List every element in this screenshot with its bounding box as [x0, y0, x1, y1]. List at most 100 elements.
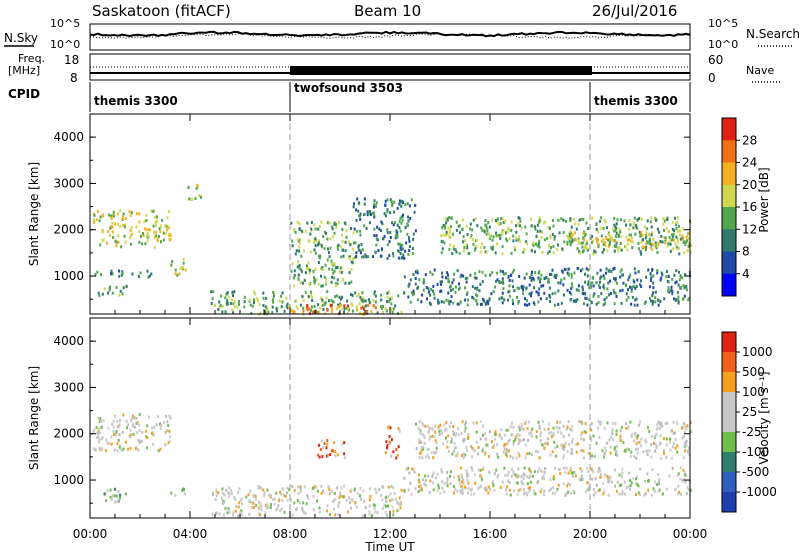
power-cell	[328, 255, 331, 259]
velocity-cell	[223, 493, 226, 497]
power-cell	[280, 294, 283, 298]
velocity-cell	[98, 431, 101, 435]
velocity-cell	[303, 485, 306, 489]
velocity-cell	[255, 503, 258, 507]
power-cell	[538, 245, 541, 249]
power-cell	[278, 299, 281, 303]
power-cell	[628, 233, 631, 237]
power-cell	[388, 300, 391, 303]
power-cell	[440, 300, 443, 304]
velocity-cell	[562, 482, 565, 486]
power-cell	[226, 291, 229, 295]
velocity-cell	[516, 492, 519, 496]
power-cell	[528, 283, 531, 287]
velocity-cell	[662, 449, 665, 453]
power-cell	[536, 244, 539, 248]
velocity-cell	[168, 429, 171, 433]
velocity-cell	[415, 422, 417, 426]
velocity-cell	[682, 456, 685, 460]
velocity-cell	[263, 494, 266, 498]
power-cell	[393, 210, 396, 214]
power-cell	[249, 303, 252, 307]
power-cell	[590, 301, 593, 305]
power-cell	[441, 247, 444, 251]
velocity-cell	[237, 490, 240, 494]
power-cell	[488, 297, 491, 301]
power-cell	[286, 306, 289, 310]
velocity-cell	[458, 478, 461, 482]
velocity-cell	[668, 440, 671, 444]
power-cell	[650, 299, 653, 303]
power-cell	[639, 283, 642, 287]
power-cell	[101, 230, 104, 234]
power-cell	[619, 270, 622, 274]
power-cell	[321, 303, 324, 307]
power-cell	[499, 237, 502, 241]
power-cell	[107, 291, 109, 295]
power-cell	[458, 286, 461, 290]
power-cell	[210, 302, 213, 305]
power-cell	[301, 281, 304, 285]
velocity-cell	[470, 445, 473, 449]
power-cell	[651, 242, 654, 246]
velocity-cell	[238, 487, 241, 491]
power-cell	[501, 252, 504, 256]
power-cell	[584, 244, 587, 248]
velocity-cell	[582, 438, 585, 442]
power-cell	[576, 247, 579, 251]
velocity-cell	[117, 438, 120, 442]
velocity-cell	[399, 503, 402, 507]
power-cell	[603, 276, 606, 280]
velocity-cell	[606, 421, 609, 425]
power-cell	[506, 239, 509, 243]
velocity-cell	[214, 498, 217, 501]
velocity-cell	[113, 494, 116, 498]
velocity-cell	[381, 485, 384, 489]
power-cell	[187, 186, 190, 189]
power-cell	[469, 273, 472, 277]
velocity-cell	[538, 426, 541, 430]
power-cell	[334, 266, 337, 270]
power-cell	[399, 200, 402, 204]
velocity-cell	[396, 500, 399, 504]
velocity-cell	[642, 450, 645, 454]
velocity-cell	[594, 477, 597, 481]
velocity-cell	[386, 513, 389, 517]
power-cell	[236, 305, 239, 309]
power-cell	[475, 244, 478, 248]
velocity-cell	[683, 435, 685, 438]
power-cell	[495, 219, 497, 222]
power-cell	[615, 226, 618, 230]
velocity-cell	[496, 443, 499, 447]
power-cell	[400, 310, 403, 314]
velocity-cell	[260, 504, 263, 508]
power-cell	[524, 225, 527, 229]
power-cell	[665, 227, 668, 230]
velocity-cell	[326, 442, 329, 446]
power-cell	[652, 300, 655, 304]
power-cell	[407, 284, 410, 288]
power-cell	[512, 239, 515, 243]
power-cell	[129, 236, 131, 239]
velocity-cell	[174, 493, 177, 497]
power-cell	[264, 305, 267, 309]
velocity-cell	[105, 449, 107, 453]
power-cell	[346, 311, 349, 315]
power-cell	[145, 228, 148, 232]
power-cell	[400, 248, 403, 251]
velocity-cell	[572, 490, 575, 493]
velocity-cell	[325, 446, 328, 450]
power-cell	[384, 307, 387, 311]
velocity-cell	[654, 449, 657, 453]
time-axis-label: Time UT	[364, 540, 415, 554]
power-cell	[481, 228, 484, 232]
power-cell	[123, 223, 126, 227]
power-cell	[639, 234, 642, 238]
velocity-cell	[282, 487, 285, 491]
power-cell	[400, 221, 403, 225]
power-cell	[375, 234, 378, 238]
power-cell	[636, 227, 639, 231]
nave-tick-bottom: 0	[708, 71, 716, 85]
power-cell	[583, 246, 586, 250]
power-cell	[367, 212, 370, 216]
